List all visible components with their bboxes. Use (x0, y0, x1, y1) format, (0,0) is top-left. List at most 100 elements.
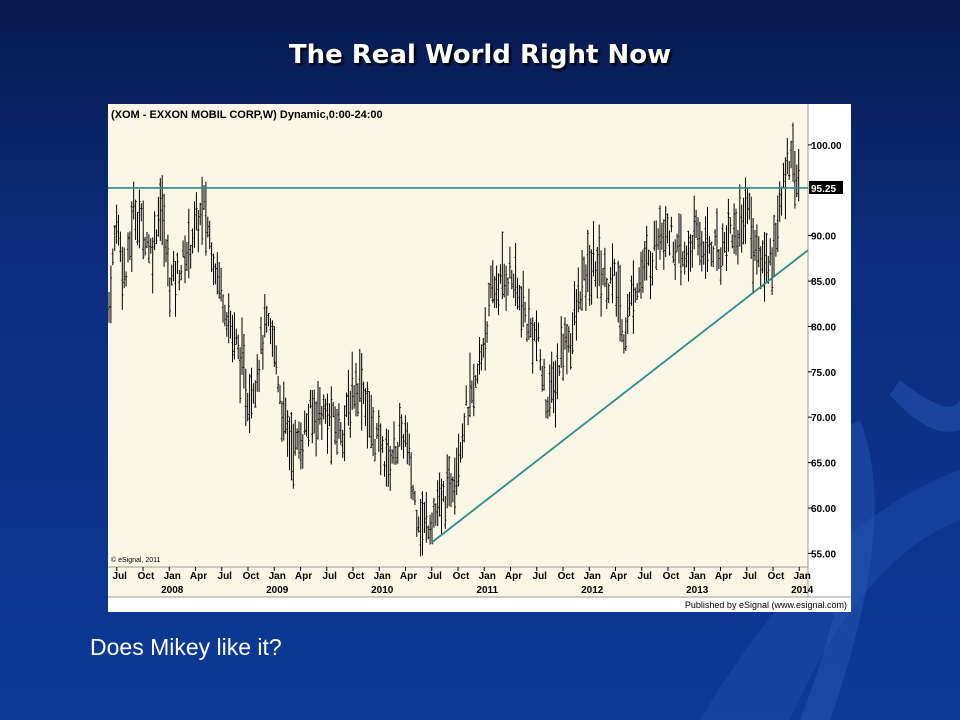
price-bar (142, 200, 145, 260)
price-bar (161, 175, 164, 246)
price-bar (341, 429, 344, 458)
price-bar (622, 334, 626, 354)
price-bar (320, 405, 323, 440)
price-bar (309, 389, 312, 409)
price-bar (123, 247, 126, 289)
y-axis-area (808, 104, 851, 597)
chart-title: (XOM - EXXON MOBIL CORP,W) Dynamic,0:00-… (111, 109, 383, 121)
price-bar (143, 236, 147, 256)
price-bar (286, 410, 289, 457)
price-bar (795, 164, 798, 198)
stock-chart: 100.00 95.25 90.00 85.00 80.00 75.00 70.00 65.0… (107, 104, 851, 612)
x-axis-area (108, 567, 808, 597)
price-bar (461, 423, 464, 458)
price-bar (128, 231, 132, 261)
price-bar (582, 256, 586, 281)
price-bar (533, 322, 536, 342)
price-bar (413, 490, 417, 506)
price-bar (693, 195, 696, 250)
price-bar (206, 216, 209, 238)
price-bar (366, 381, 369, 449)
x-tick-label: Jan (374, 571, 391, 582)
price-bar (265, 305, 268, 333)
trend-line (431, 249, 809, 544)
price-bar (383, 461, 386, 477)
price-bar (248, 373, 251, 433)
price-bar (584, 264, 588, 311)
price-bar (282, 381, 285, 441)
price-bar (797, 149, 800, 202)
price-bar (789, 140, 793, 169)
price-bar (396, 442, 399, 464)
price-bar (166, 234, 170, 287)
price-bar (579, 291, 582, 310)
price-bar (392, 421, 396, 465)
slide-caption: Does Mikey like it? (90, 634, 282, 660)
price-bar (449, 473, 453, 508)
price-bar (297, 421, 301, 459)
price-bar (539, 349, 542, 371)
price-bar (702, 241, 705, 265)
price-bar (655, 220, 658, 270)
price-bar (738, 184, 741, 247)
price-bar (121, 246, 124, 310)
price-bar (468, 352, 472, 418)
price-bar (501, 231, 504, 299)
price-bar (362, 381, 365, 405)
price-bar (645, 225, 648, 281)
price-bar (736, 230, 740, 265)
x-tick-label: Apr (295, 571, 312, 582)
price-bar (151, 237, 154, 294)
price-bar (757, 236, 760, 268)
price-bar (563, 317, 567, 350)
price-bar (199, 202, 202, 226)
y-tick-label: 85.00 (811, 277, 836, 288)
x-year-label: 2012 (581, 585, 604, 596)
x-tick-label: Apr (505, 571, 522, 582)
price-bar (347, 369, 350, 426)
y-tick-label: 60.00 (811, 504, 836, 515)
price-bar (765, 232, 768, 282)
price-bar (261, 335, 265, 370)
price-bar (755, 224, 759, 275)
price-bar (195, 192, 198, 231)
price-bar (238, 347, 242, 404)
price-bar (565, 323, 569, 375)
price-bar (434, 503, 437, 526)
price-bar (660, 222, 664, 250)
price-bar (653, 220, 656, 251)
price-bar (696, 217, 700, 256)
price-bar (208, 220, 211, 250)
price-bar (352, 385, 356, 409)
price-bar (672, 241, 675, 264)
price-bar (546, 396, 550, 419)
x-tick-label: Jul (218, 571, 233, 582)
price-bar (394, 445, 398, 465)
price-bar (590, 249, 593, 305)
price-bar (624, 317, 627, 351)
price-bar (387, 429, 390, 487)
price-bar (569, 333, 572, 370)
price-bar (613, 258, 616, 276)
price-bar (250, 367, 253, 419)
price-bar (373, 438, 377, 462)
price-bar (227, 293, 230, 344)
price-bar (575, 289, 578, 341)
price-bar (484, 307, 487, 371)
price-bar (759, 246, 762, 290)
price-bar (729, 217, 732, 234)
price-bar (710, 241, 713, 267)
price-bar (740, 204, 743, 253)
price-bar (257, 359, 261, 393)
price-bar (694, 209, 698, 239)
x-tick-label: Oct (453, 571, 470, 582)
price-bar (677, 213, 681, 264)
price-bar (229, 310, 232, 339)
price-bar (402, 434, 405, 459)
price-bar (618, 264, 622, 342)
price-bar (527, 288, 531, 340)
price-bar (183, 235, 187, 284)
last-price-label: 95.25 (811, 184, 836, 195)
x-tick-label: Apr (610, 571, 627, 582)
price-bar (516, 277, 519, 310)
